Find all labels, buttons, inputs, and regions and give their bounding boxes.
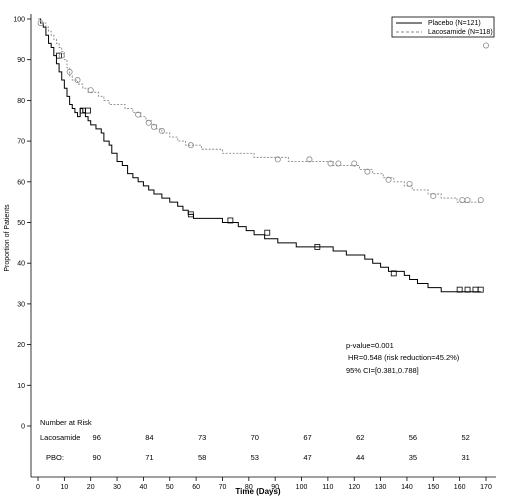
- x-tick-label: 140: [401, 484, 413, 491]
- y-tick-label: 80: [17, 98, 25, 105]
- placebo-survival-line: [38, 18, 481, 293]
- y-axis-label: Proportion of Patients: [4, 204, 11, 272]
- lacosamide-censor-mark: [37, 20, 44, 27]
- risk-cell: 84: [145, 433, 153, 442]
- lacosamide-censor-mark: [430, 193, 437, 200]
- placebo-censor-mark: [85, 107, 91, 114]
- placebo-censor-mark: [227, 217, 234, 224]
- y-tick-label: 60: [17, 179, 25, 186]
- lacosamide-censor-mark: [274, 156, 281, 163]
- x-tick-label: 0: [36, 484, 40, 491]
- lacosamide-censor-mark: [351, 160, 358, 167]
- axes: [30, 14, 496, 478]
- x-tick-label: 110: [322, 484, 333, 491]
- x-tick-label: 70: [219, 484, 227, 491]
- risk-cell: 70: [251, 433, 259, 442]
- lacosamide-censor-mark: [306, 156, 313, 163]
- x-tick-label: 160: [454, 484, 466, 491]
- x-tick-label: 30: [113, 484, 121, 491]
- lacosamide-censor-mark: [66, 68, 73, 75]
- risk-cell: 53: [251, 453, 259, 462]
- y-tick-label: 10: [17, 383, 25, 390]
- lacosamide-censor-mark: [187, 142, 194, 149]
- censor-marks: [37, 20, 489, 293]
- risk-cell: 67: [303, 433, 311, 442]
- y-axis-ticks: 0 10 20 30 40 50 60 70 80 90 100: [13, 17, 31, 431]
- x-axis-label: Time (Days): [235, 487, 281, 496]
- lacosamide-censor-mark: [135, 111, 142, 118]
- placebo-censor-mark: [187, 211, 194, 218]
- lacosamide-survival-line: [38, 18, 481, 203]
- y-tick-label: 70: [17, 139, 25, 146]
- placebo-censor-mark: [264, 229, 271, 236]
- hazard-ratio-text: HR=0.548 (risk reduction=45.2%): [348, 353, 460, 362]
- risk-table-header: Number at Risk: [40, 418, 92, 427]
- lacosamide-censor-mark: [406, 180, 413, 187]
- risk-cell: 44: [356, 453, 364, 462]
- risk-cell: 31: [461, 453, 469, 462]
- lacosamide-censor-mark: [150, 123, 157, 130]
- placebo-censor-mark: [464, 286, 471, 293]
- x-tick-label: 100: [296, 484, 308, 491]
- risk-cell: 90: [93, 453, 101, 462]
- risk-cell: 56: [409, 433, 417, 442]
- risk-cells: 96 84 73 70 67 62 56 52 90 71 58 53 47 44 35 31: [93, 433, 470, 462]
- y-tick-label: 30: [17, 301, 25, 308]
- x-tick-label: 40: [140, 484, 148, 491]
- x-tick-label: 90: [271, 484, 279, 491]
- placebo-censor-mark: [456, 286, 463, 293]
- lacosamide-censor-mark: [58, 52, 65, 59]
- risk-cell: 62: [356, 433, 364, 442]
- legend: Placebo (N=121) Lacosamide (N=118): [391, 16, 495, 38]
- y-tick-label: 0: [21, 424, 25, 431]
- x-tick-label: 50: [166, 484, 174, 491]
- lacosamide-censor-mark: [477, 197, 484, 204]
- lacosamide-censor-mark: [464, 197, 471, 204]
- placebo-censor-mark: [390, 270, 397, 277]
- y-tick-label: 100: [13, 17, 25, 24]
- risk-table: Number at Risk Lacosamide PBO: 96 84 73 70 6…: [40, 418, 470, 462]
- lacosamide-censor-mark: [145, 119, 152, 126]
- x-tick-label: 130: [375, 484, 387, 491]
- placebo-censor-mark: [56, 52, 62, 59]
- placebo-censor-mark: [477, 286, 484, 293]
- lacosamide-censor-mark: [385, 176, 392, 183]
- risk-row-label-pbo: PBO:: [46, 453, 64, 462]
- lacosamide-censor-mark: [87, 87, 94, 94]
- lacosamide-censor-mark: [158, 127, 165, 134]
- lacosamide-censor-mark: [364, 168, 371, 175]
- y-tick-label: 50: [17, 220, 25, 227]
- x-tick-label: 170: [480, 484, 492, 491]
- x-tick-label: 150: [427, 484, 439, 491]
- x-tick-label: 60: [192, 484, 200, 491]
- x-tick-label: 120: [348, 484, 360, 491]
- series-lines: [38, 18, 481, 293]
- confidence-interval-text: 95% CI=[0.381,0.788]: [346, 366, 419, 375]
- risk-cell: 96: [93, 433, 101, 442]
- lacosamide-censor-mark: [74, 77, 81, 84]
- risk-cell: 35: [409, 453, 417, 462]
- risk-cell: 58: [198, 453, 206, 462]
- risk-cell: 71: [145, 453, 153, 462]
- risk-cell: 73: [198, 433, 206, 442]
- legend-label-placebo: Placebo (N=121): [428, 20, 481, 27]
- x-axis-ticks: 0 10 20 30 40 50 60 70 80 90 100 110 120 130 140 150 160…: [36, 477, 492, 491]
- lacosamide-censor-mark: [327, 160, 334, 167]
- x-tick-label: 20: [87, 484, 95, 491]
- stats-annotation: p-value=0.001 HR=0.548 (risk reduction=4…: [346, 341, 460, 375]
- risk-cell: 52: [461, 433, 469, 442]
- lacosamide-censor-mark: [482, 42, 489, 49]
- y-tick-label: 90: [17, 57, 25, 64]
- y-tick-label: 40: [17, 261, 25, 268]
- lacosamide-censor-mark: [335, 160, 342, 167]
- placebo-censor-mark: [314, 244, 321, 250]
- risk-cell: 47: [303, 453, 311, 462]
- x-tick-label: 10: [60, 484, 68, 491]
- risk-row-label-lacosamide: Lacosamide: [40, 433, 80, 442]
- legend-label-lacosamide: Lacosamide (N=118): [428, 29, 493, 36]
- x-tick-label: 80: [245, 484, 253, 491]
- y-tick-label: 20: [17, 342, 25, 349]
- p-value-text: p-value=0.001: [346, 341, 394, 350]
